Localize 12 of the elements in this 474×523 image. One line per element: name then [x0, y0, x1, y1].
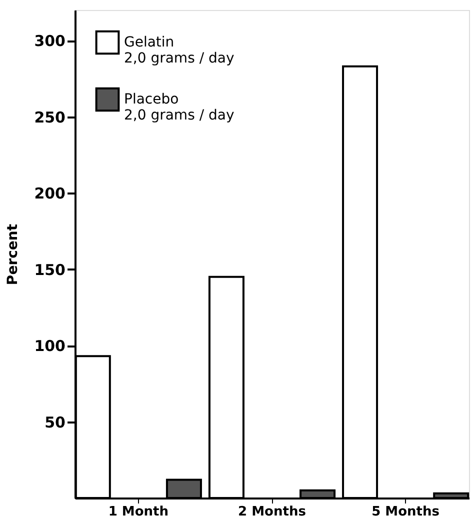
x-tick-label: 5 Months	[372, 504, 440, 520]
y-axis-title: Percent	[5, 224, 22, 286]
y-tick-label: 250	[34, 108, 66, 126]
y-tick-label: 50	[44, 413, 66, 432]
y-tick-label: 100	[34, 337, 66, 355]
x-tick-label: 2 Months	[238, 504, 306, 520]
legend-label: Placebo 2,0 grams / day	[124, 92, 234, 124]
y-tick-label: 150	[34, 260, 66, 279]
y-tick-label: 300	[34, 32, 66, 50]
legend-label: Gelatin 2,0 grams / day	[124, 34, 234, 66]
x-tick-label: 1 Month	[108, 504, 169, 520]
y-tick-label: 200	[34, 184, 66, 202]
